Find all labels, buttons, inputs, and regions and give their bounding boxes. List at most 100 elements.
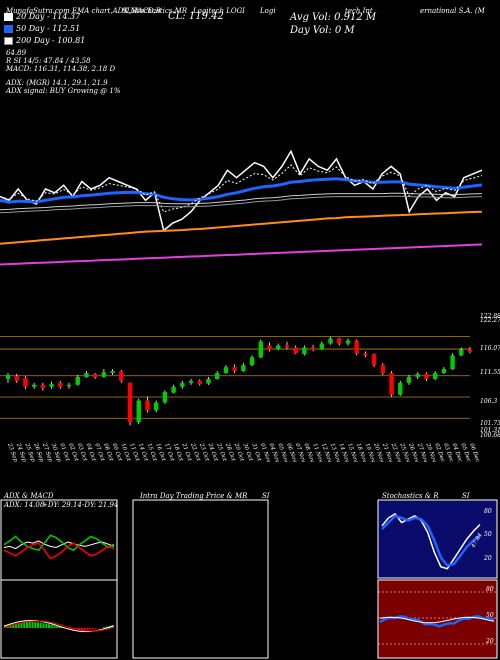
- candle-up: [319, 343, 325, 350]
- legend-swatch-20: [4, 13, 13, 21]
- header-source: MunafaSutra.com EMA chart,ADX,MACD,B: [6, 7, 161, 15]
- candle-up: [31, 384, 37, 387]
- macd-histogram-bar: [45, 623, 48, 628]
- ema100-line: [0, 192, 483, 211]
- si-title-a: SI: [262, 492, 270, 500]
- rsi-tick-label: 50: [486, 612, 494, 619]
- macd-histogram-bar: [56, 626, 59, 628]
- macd-histogram-bar: [94, 628, 97, 629]
- candle-up: [84, 373, 89, 377]
- macd-histogram-bar: [37, 622, 39, 628]
- macd-histogram-bar: [17, 623, 20, 628]
- adx-line: [3, 540, 115, 550]
- adx-value: ADX: 14.08: [4, 501, 45, 509]
- macd-signal-line: [3, 620, 115, 632]
- candle-down: [267, 345, 272, 350]
- price-tick-label: 122.27: [480, 317, 500, 324]
- ema100b-line: [0, 195, 483, 214]
- candle-up: [49, 384, 54, 387]
- candle-up: [459, 349, 464, 356]
- macd-histogram-bar: [31, 622, 34, 628]
- macd-histogram-bar: [105, 626, 108, 628]
- candle-down: [371, 354, 377, 366]
- price-tick-label: 122.88: [480, 313, 500, 320]
- candle-down: [197, 380, 202, 385]
- candle-down: [380, 365, 386, 374]
- adx-panel-frame: [0, 499, 118, 659]
- candle-down: [232, 367, 237, 372]
- macd-histogram-bar: [9, 624, 12, 628]
- price-tick-label: 101.31: [480, 427, 500, 434]
- macd-histogram-bar: [39, 622, 42, 628]
- candle-down: [467, 349, 473, 352]
- macd-histogram-bar: [59, 626, 61, 628]
- candle-up: [110, 371, 115, 374]
- legend-ema50: 50 Day - 112.51: [16, 24, 81, 33]
- candle-up: [5, 375, 11, 379]
- rsi-tick-label: 80: [486, 586, 494, 593]
- candle-up: [153, 402, 159, 411]
- macd-histogram-bar: [34, 622, 37, 628]
- macd-histogram-bar: [78, 628, 81, 630]
- stat-adx: ADX: (MGR) 14.1, 29.1, 21.9: [6, 79, 108, 87]
- stoch-tick-label: 80: [484, 508, 492, 515]
- candle-down: [310, 347, 316, 350]
- macd-histogram-bar: [48, 624, 50, 628]
- intraday-panel-frame: [132, 499, 269, 659]
- macd-histogram-bar: [12, 624, 15, 628]
- price-tick-label: 116.07: [480, 345, 500, 352]
- price-tick-label: 106.3: [480, 398, 497, 405]
- candle-up: [171, 386, 176, 393]
- macd-histogram-bar: [53, 625, 56, 628]
- candle-down: [92, 373, 98, 378]
- candle-up: [276, 345, 281, 350]
- adx-panel-title: ADX & MACD: [4, 492, 54, 500]
- macd-histogram-bar: [15, 623, 17, 628]
- candle-up: [162, 391, 168, 403]
- stoch-tick-label: 20: [483, 555, 492, 562]
- si-title-b: SI: [462, 492, 470, 500]
- intraday-panel-title: Intra Day Trading Price & MR: [140, 492, 248, 500]
- stat-macd: MACD: 116.31, 114.38, 2.18 D: [6, 65, 116, 73]
- ema10-dotted-line: [0, 164, 483, 213]
- candle-up: [188, 380, 194, 383]
- candle-up: [66, 384, 72, 387]
- candle-up: [215, 373, 220, 379]
- ema200-line: [0, 210, 483, 245]
- pdi-value: +DY: 29.14: [42, 501, 82, 509]
- candle-up: [302, 347, 307, 355]
- candle-down: [40, 384, 46, 388]
- macd-histogram-bar: [26, 622, 28, 628]
- candle-up: [206, 378, 211, 384]
- stat-rsi: R SI 14/5: 47.84 / 43.58: [6, 57, 91, 65]
- candle-up: [415, 373, 420, 377]
- macd-histogram-bar: [70, 628, 72, 630]
- stat-pct: 64.89: [6, 49, 27, 57]
- stoch-d-line: [381, 514, 481, 567]
- candle-up: [450, 355, 455, 370]
- ema20-line: [0, 149, 483, 232]
- candle-down: [337, 338, 342, 344]
- candle-up: [398, 382, 403, 395]
- macd-histogram-bar: [92, 628, 94, 630]
- candle-down: [145, 400, 150, 411]
- macd-histogram-bar: [28, 622, 31, 628]
- candle-down: [58, 382, 63, 387]
- macd-histogram-bar: [103, 627, 105, 628]
- candle-down: [119, 371, 124, 381]
- candle-up: [258, 341, 263, 358]
- candle-up: [249, 357, 255, 366]
- macd-histogram-bar: [89, 628, 92, 630]
- price-tick-label: 111.55: [480, 369, 500, 376]
- macd-histogram-bar: [42, 623, 45, 628]
- macd-histogram-bar: [20, 622, 23, 628]
- avg-volume: Avg Vol: 0.912 M: [290, 12, 377, 23]
- candle-down: [14, 376, 19, 381]
- close-price: CL: 119.42: [168, 11, 224, 22]
- rsi-line: [379, 615, 495, 628]
- candle-up: [223, 367, 229, 374]
- candle-down: [293, 347, 298, 354]
- pdi-line: [3, 534, 115, 552]
- stoch-tick-label: 50: [484, 531, 492, 538]
